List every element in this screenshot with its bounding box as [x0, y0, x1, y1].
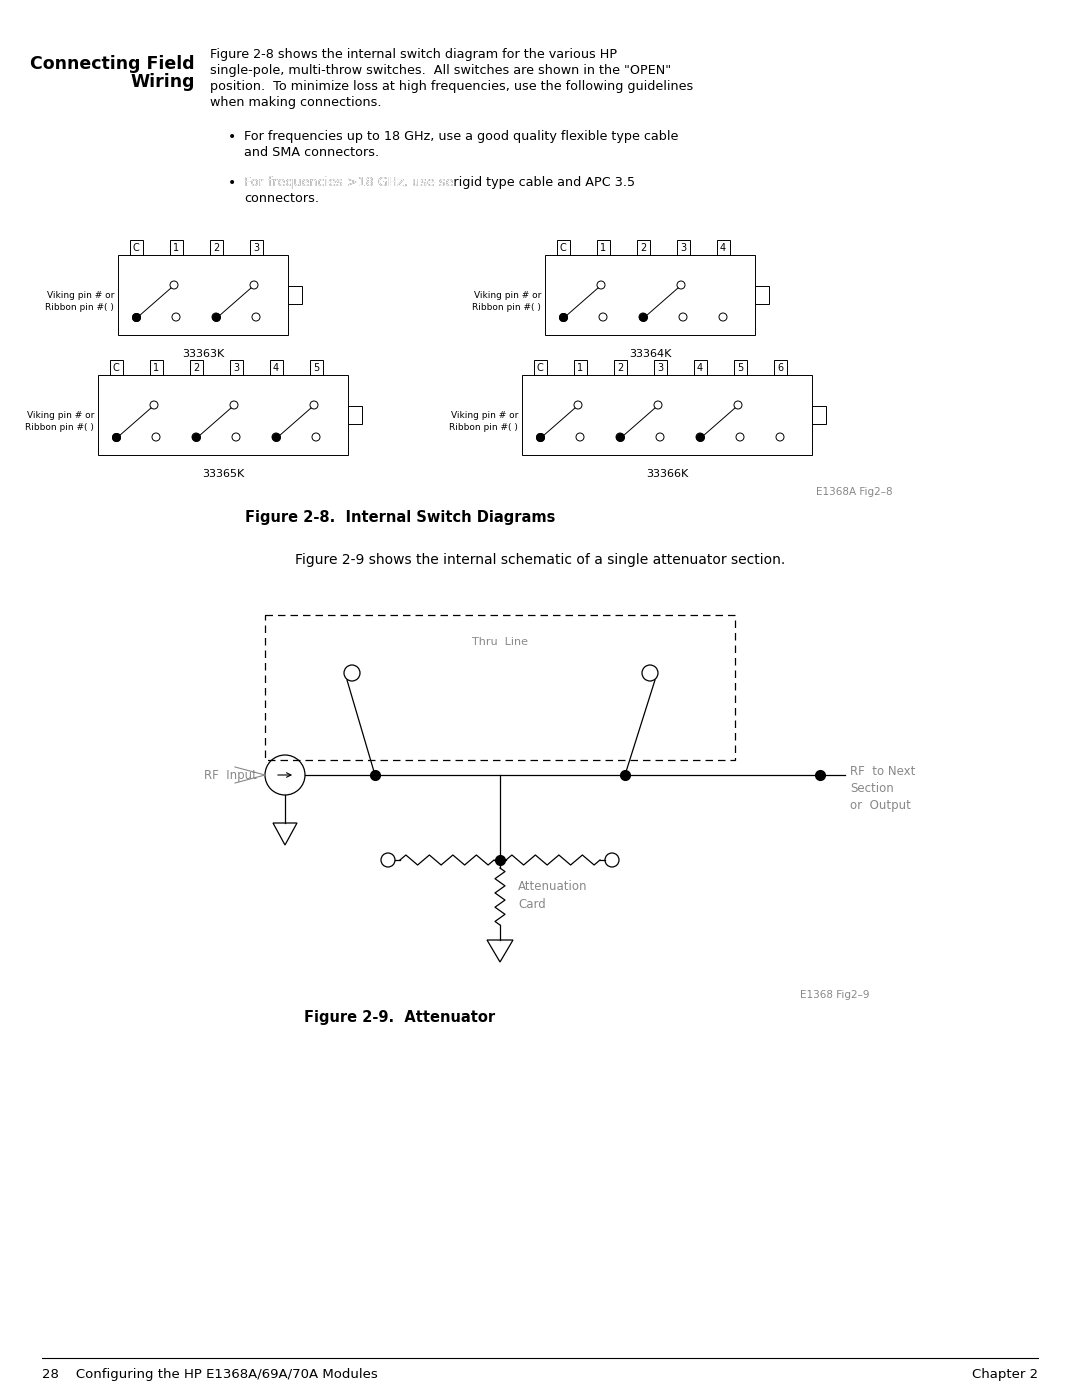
Text: 2: 2 — [617, 363, 623, 373]
Text: 5: 5 — [313, 363, 319, 373]
Text: Thru  Line: Thru Line — [472, 637, 528, 647]
Bar — [229, 360, 243, 374]
Text: 2: 2 — [193, 363, 199, 373]
Bar — [773, 360, 786, 374]
Text: •: • — [228, 176, 237, 190]
Text: when making connections.: when making connections. — [210, 96, 381, 109]
Text: Viking pin # or: Viking pin # or — [474, 291, 541, 299]
Text: C: C — [559, 243, 566, 253]
Bar — [310, 360, 323, 374]
Text: Ribbon pin #( ): Ribbon pin #( ) — [472, 303, 541, 312]
Text: Viking pin # or: Viking pin # or — [27, 411, 94, 419]
Text: For frequencies >18 GHz, use se: For frequencies >18 GHz, use se — [244, 176, 454, 189]
Text: RF  Input: RF Input — [204, 768, 257, 781]
Bar — [210, 240, 222, 256]
Bar — [170, 240, 183, 256]
Text: single-pole, multi-throw switches.  All switches are shown in the "OPEN": single-pole, multi-throw switches. All s… — [210, 64, 671, 77]
Text: For frequencies up to 18 GHz, use a good quality flexible type cable: For frequencies up to 18 GHz, use a good… — [244, 130, 678, 142]
Text: 33365K: 33365K — [202, 469, 244, 479]
Text: 6: 6 — [777, 363, 783, 373]
Bar — [348, 407, 362, 425]
Bar — [812, 407, 826, 425]
Text: 28    Configuring the HP E1368A/69A/70A Modules: 28 Configuring the HP E1368A/69A/70A Mod… — [42, 1368, 378, 1382]
Bar — [573, 360, 586, 374]
Text: 2: 2 — [639, 243, 646, 253]
Bar — [98, 374, 348, 455]
Text: 4: 4 — [720, 243, 726, 253]
Bar — [265, 615, 735, 760]
Bar — [149, 360, 162, 374]
Text: connectors.: connectors. — [244, 191, 319, 205]
Bar — [288, 286, 302, 305]
Text: Wiring: Wiring — [131, 73, 195, 91]
Text: 1: 1 — [173, 243, 179, 253]
Text: 3: 3 — [253, 243, 259, 253]
Bar — [676, 240, 689, 256]
Text: and SMA connectors.: and SMA connectors. — [244, 147, 379, 159]
Bar — [189, 360, 203, 374]
Text: Figure 2-9.  Attenuator: Figure 2-9. Attenuator — [305, 1010, 496, 1025]
Text: 33363K: 33363K — [181, 349, 225, 359]
Text: 5: 5 — [737, 363, 743, 373]
Bar — [249, 240, 262, 256]
Text: or  Output: or Output — [850, 799, 910, 812]
Bar — [522, 374, 812, 455]
Text: Card: Card — [518, 898, 545, 911]
Text: C: C — [133, 243, 139, 253]
Text: Connecting Field: Connecting Field — [30, 54, 195, 73]
Text: 4: 4 — [273, 363, 279, 373]
Text: Section: Section — [850, 782, 894, 795]
Bar — [545, 256, 755, 335]
Bar — [716, 240, 729, 256]
Text: 3: 3 — [657, 363, 663, 373]
Text: E1368 Fig2–9: E1368 Fig2–9 — [800, 990, 870, 1000]
Bar — [636, 240, 649, 256]
Text: •: • — [228, 130, 237, 144]
Bar — [755, 286, 769, 305]
Text: Ribbon pin #( ): Ribbon pin #( ) — [45, 303, 114, 312]
Text: Attenuation: Attenuation — [518, 880, 588, 893]
Text: Figure 2-8 shows the internal switch diagram for the various HP: Figure 2-8 shows the internal switch dia… — [210, 47, 617, 61]
Text: 3: 3 — [680, 243, 686, 253]
Text: 1: 1 — [577, 363, 583, 373]
Bar — [130, 240, 143, 256]
Text: For frequencies >18 GHz, use serigid type cable and APC 3.5: For frequencies >18 GHz, use serigid typ… — [244, 176, 635, 189]
Text: Chapter 2: Chapter 2 — [972, 1368, 1038, 1382]
Bar — [653, 360, 666, 374]
Text: Ribbon pin #( ): Ribbon pin #( ) — [25, 422, 94, 432]
Bar — [109, 360, 122, 374]
Text: C: C — [537, 363, 543, 373]
Text: E1368A Fig2–8: E1368A Fig2–8 — [816, 488, 893, 497]
Bar — [270, 360, 283, 374]
Text: 2: 2 — [213, 243, 219, 253]
Text: Figure 2-8.  Internal Switch Diagrams: Figure 2-8. Internal Switch Diagrams — [245, 510, 555, 525]
Bar — [556, 240, 569, 256]
Text: 33364K: 33364K — [629, 349, 671, 359]
Text: position.  To minimize loss at high frequencies, use the following guidelines: position. To minimize loss at high frequ… — [210, 80, 693, 94]
Bar — [118, 256, 288, 335]
Text: 3: 3 — [233, 363, 239, 373]
Text: 4: 4 — [697, 363, 703, 373]
Bar — [693, 360, 706, 374]
Text: Viking pin # or: Viking pin # or — [450, 411, 518, 419]
Bar — [534, 360, 546, 374]
Text: 1: 1 — [599, 243, 606, 253]
Bar — [733, 360, 746, 374]
Text: Ribbon pin #( ): Ribbon pin #( ) — [449, 422, 518, 432]
Bar — [596, 240, 609, 256]
Bar — [613, 360, 626, 374]
Text: Viking pin # or: Viking pin # or — [46, 291, 114, 299]
Text: 33366K: 33366K — [646, 469, 688, 479]
Text: Figure 2-9 shows the internal schematic of a single attenuator section.: Figure 2-9 shows the internal schematic … — [295, 553, 785, 567]
Text: C: C — [112, 363, 120, 373]
Text: RF  to Next: RF to Next — [850, 766, 916, 778]
Text: 1: 1 — [153, 363, 159, 373]
